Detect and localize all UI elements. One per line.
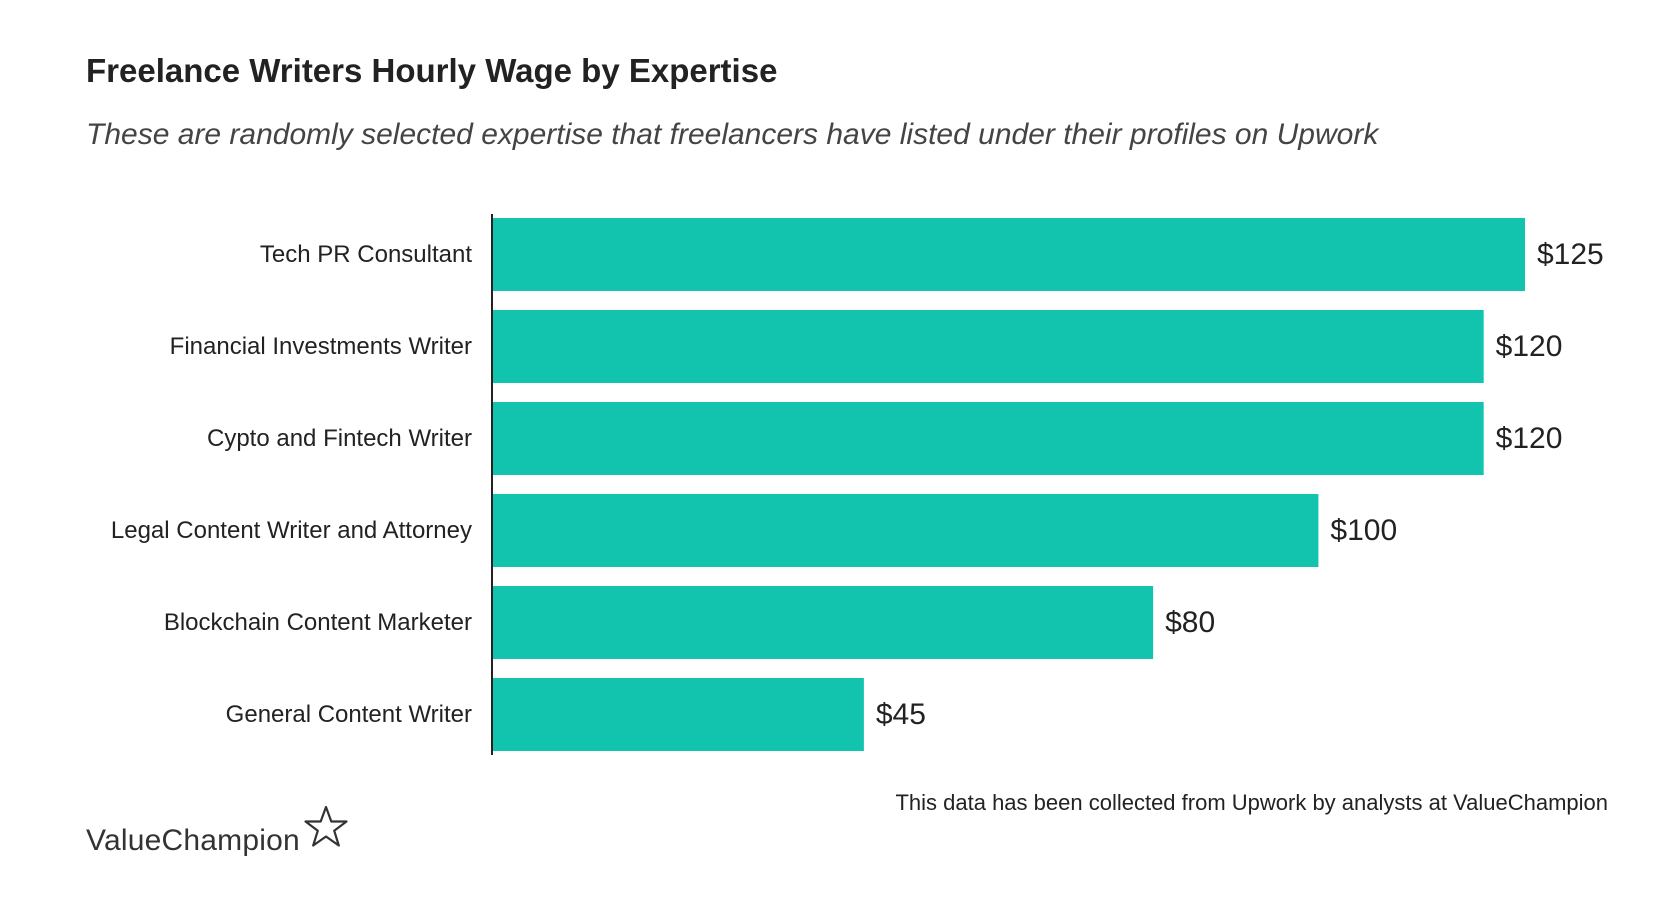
star-outline-icon bbox=[304, 805, 348, 854]
value-label-1: $120 bbox=[1496, 330, 1563, 363]
category-label-5: General Content Writer bbox=[226, 701, 472, 728]
bar-0 bbox=[492, 218, 1525, 291]
value-label-0: $125 bbox=[1537, 238, 1604, 271]
brand-logo: ValueChampion bbox=[86, 805, 348, 858]
bar-2 bbox=[492, 402, 1484, 475]
bar-1 bbox=[492, 310, 1484, 383]
bar-5 bbox=[492, 678, 864, 751]
bar-3 bbox=[492, 494, 1319, 567]
value-label-2: $120 bbox=[1496, 422, 1563, 455]
category-label-3: Legal Content Writer and Attorney bbox=[111, 517, 472, 544]
value-label-4: $80 bbox=[1165, 606, 1215, 639]
brand-name: ValueChampion bbox=[86, 824, 300, 857]
chart-title: Freelance Writers Hourly Wage by Experti… bbox=[86, 52, 778, 89]
category-label-4: Blockchain Content Marketer bbox=[164, 609, 472, 636]
value-label-3: $100 bbox=[1330, 514, 1397, 547]
chart-subtitle: These are randomly selected expertise th… bbox=[86, 118, 1379, 151]
category-label-1: Financial Investments Writer bbox=[170, 333, 472, 360]
source-note: This data has been collected from Upwork… bbox=[895, 790, 1608, 815]
category-label-2: Cypto and Fintech Writer bbox=[207, 425, 472, 452]
category-label-0: Tech PR Consultant bbox=[260, 241, 472, 268]
value-label-5: $45 bbox=[876, 698, 926, 731]
bar-4 bbox=[492, 586, 1154, 659]
